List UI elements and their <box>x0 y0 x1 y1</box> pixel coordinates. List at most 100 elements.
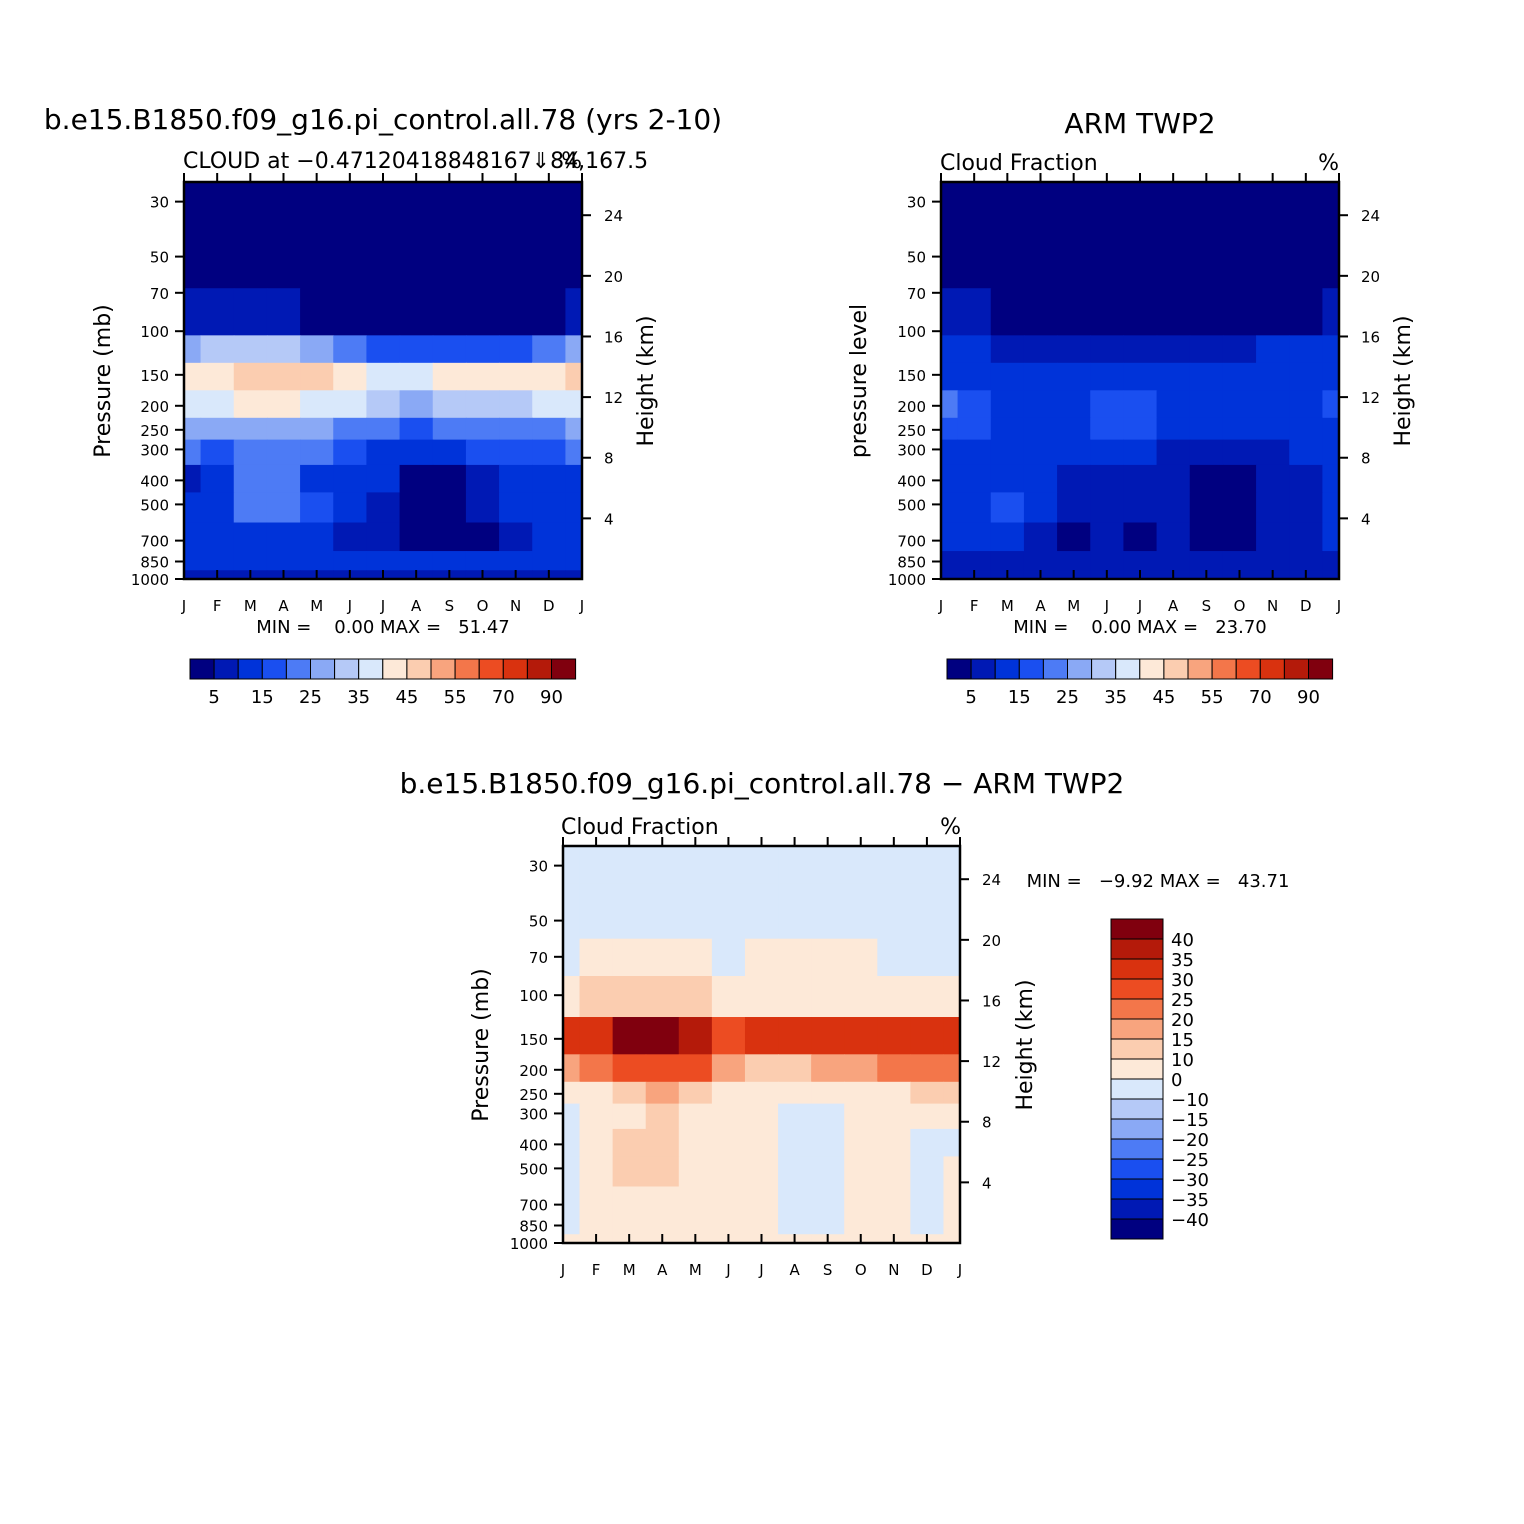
data-cell <box>184 439 202 466</box>
data-cell <box>1189 439 1224 466</box>
y-tick-label: 300 <box>519 1105 548 1123</box>
colorbar-swatch <box>1110 1158 1164 1180</box>
panel-model-ylabel-right: Height (km) <box>634 315 659 446</box>
x-tick-label: J <box>725 1261 730 1279</box>
data-cell <box>300 288 334 336</box>
data-cell <box>1289 362 1324 391</box>
data-cell <box>300 417 334 441</box>
data-cell <box>233 390 268 419</box>
data-cell <box>300 464 334 493</box>
data-cell <box>432 551 467 571</box>
data-cell <box>1057 522 1091 552</box>
data-cell <box>399 182 434 220</box>
y-tick-label: 200 <box>519 1062 548 1080</box>
data-cell <box>300 551 334 571</box>
data-cell <box>233 362 268 391</box>
data-cell <box>200 417 235 441</box>
data-cell <box>957 492 992 524</box>
data-cell <box>563 1156 581 1188</box>
data-cell <box>1322 464 1340 493</box>
data-cell <box>579 1186 614 1216</box>
data-cell <box>941 362 959 391</box>
data-cell <box>941 335 959 364</box>
data-cell <box>1090 464 1125 493</box>
data-cell <box>1189 492 1224 524</box>
colorbar-swatch <box>1091 658 1117 680</box>
data-cell <box>957 335 992 364</box>
data-cell <box>877 1081 911 1105</box>
data-cell <box>910 1186 945 1216</box>
data-cell <box>678 938 713 977</box>
data-cell <box>563 846 581 884</box>
data-cell <box>811 1017 845 1055</box>
data-cell <box>1156 182 1191 220</box>
data-cell <box>910 1128 945 1157</box>
colorbar-swatch <box>1139 658 1165 680</box>
panel-obs-ylabel-right: Height (km) <box>1391 315 1416 446</box>
y-tick-label: 700 <box>519 1197 548 1215</box>
data-cell <box>266 439 301 466</box>
data-cell <box>1090 522 1125 552</box>
data-cell <box>778 1128 812 1157</box>
data-cell <box>811 1186 845 1216</box>
data-cell <box>1023 362 1058 391</box>
data-cell <box>233 219 268 289</box>
data-cell <box>1256 417 1290 441</box>
data-cell <box>1023 288 1058 336</box>
data-cell <box>943 1234 961 1244</box>
data-cell <box>333 522 368 552</box>
data-cell <box>612 1103 647 1130</box>
data-cell <box>844 1186 878 1216</box>
data-cell <box>678 1186 713 1216</box>
data-cell <box>565 439 583 466</box>
data-cell <box>1057 439 1091 466</box>
data-cell <box>1289 390 1324 419</box>
y-tick-right-label: 24 <box>982 871 1001 889</box>
data-cell <box>811 1215 845 1235</box>
y-tick-right-label: 12 <box>982 1053 1001 1071</box>
data-cell <box>811 1156 845 1188</box>
data-cell <box>877 976 911 1018</box>
data-cell <box>1256 182 1290 220</box>
colorbar-swatch <box>946 658 972 680</box>
data-cell <box>184 464 202 493</box>
data-cell <box>1057 390 1091 419</box>
data-cell <box>877 1128 911 1157</box>
panel-model-colorbar: 5 15 25 35 45 55 70 90 <box>189 658 577 708</box>
data-cell <box>465 335 500 364</box>
x-tick-label: J <box>1104 597 1109 615</box>
y-tick-label: 200 <box>140 398 169 416</box>
y-tick-label: 1000 <box>510 1235 548 1253</box>
data-cell <box>711 938 746 977</box>
data-cell <box>778 846 812 884</box>
x-tick-label: F <box>213 597 222 615</box>
data-cell <box>645 1186 680 1216</box>
data-cell <box>941 551 959 571</box>
y-tick-right-label: 8 <box>982 1114 992 1132</box>
data-cell <box>910 1103 945 1130</box>
data-cell <box>1156 522 1191 552</box>
data-cell <box>532 464 567 493</box>
data-cell <box>579 1215 614 1235</box>
data-cell <box>579 976 614 1018</box>
x-tick-label: A <box>1035 597 1046 615</box>
panel-obs-units: % <box>1318 151 1339 176</box>
data-cell <box>744 1156 779 1188</box>
data-cell <box>645 1156 680 1188</box>
data-cell <box>1189 390 1224 419</box>
colorbar-swatch <box>406 658 432 680</box>
data-cell <box>200 439 235 466</box>
data-cell <box>233 522 268 552</box>
colorbar-label: 25 <box>299 687 322 708</box>
y-tick-label: 70 <box>529 949 548 967</box>
y-tick-label: 200 <box>897 398 926 416</box>
x-tick-label: F <box>592 1261 601 1279</box>
data-cell <box>1289 464 1324 493</box>
x-tick-label: J <box>1137 597 1142 615</box>
data-cell <box>943 1054 961 1083</box>
data-cell <box>200 390 235 419</box>
data-cell <box>1057 551 1091 571</box>
data-cell <box>266 390 301 419</box>
data-cell <box>1222 464 1257 493</box>
data-cell <box>399 417 434 441</box>
